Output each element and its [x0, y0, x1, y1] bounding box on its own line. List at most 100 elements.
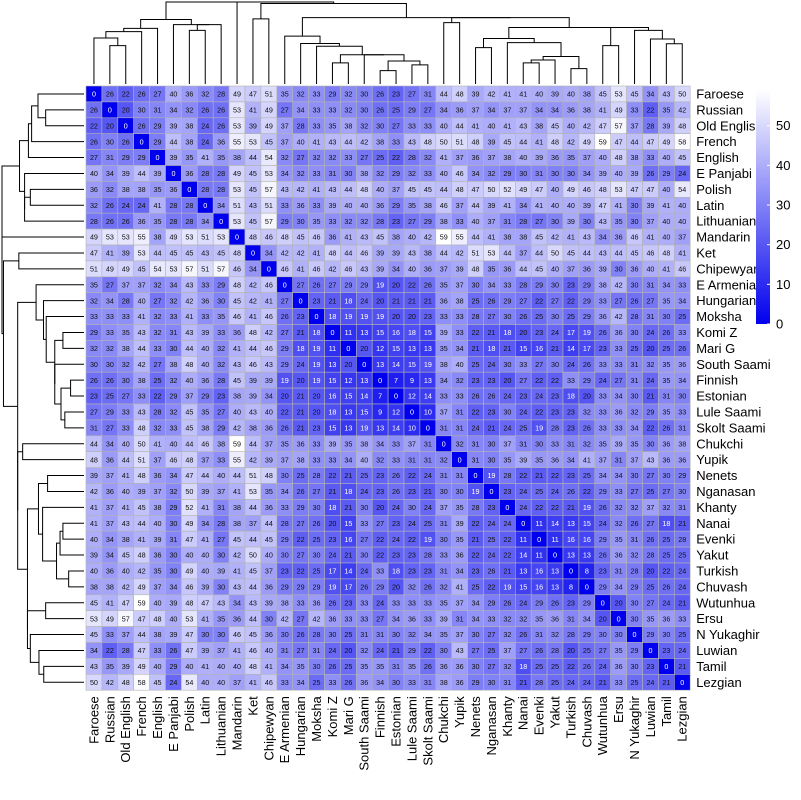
cell-value-label: 26 — [487, 392, 495, 401]
cell-value-label: 33 — [313, 105, 321, 114]
cell-value-label: 43 — [456, 646, 464, 655]
cell-value-label: 44 — [344, 137, 352, 146]
colorbar-tick-label: 50 — [776, 118, 790, 133]
cell-value-label: 21 — [487, 328, 495, 337]
cell-value-label: 37 — [154, 487, 162, 496]
cell-value-label: 42 — [249, 455, 257, 464]
cell-value-label: 41 — [646, 233, 654, 242]
cell-value-label: 32 — [503, 630, 511, 639]
cell-value-label: 46 — [265, 312, 273, 321]
cell-value-label: 20 — [583, 392, 591, 401]
cell-value-label: 49 — [233, 90, 241, 99]
cell-value-label: 32 — [631, 408, 639, 417]
cell-value-label: 19 — [424, 535, 432, 544]
cell-value-label: 28 — [408, 153, 416, 162]
cell-value-label: 35 — [440, 280, 448, 289]
cell-value-label: 38 — [249, 423, 257, 432]
cell-value-label: 31 — [440, 567, 448, 576]
cell-value-label: 0 — [362, 360, 366, 369]
cell-value-label: 36 — [265, 582, 273, 591]
cell-value-label: 27 — [297, 153, 305, 162]
cell-value-label: 39 — [201, 582, 209, 591]
cell-value-label: 26 — [138, 90, 146, 99]
cell-value-label: 22 — [408, 471, 416, 480]
cell-value-label: 36 — [185, 90, 193, 99]
cell-value-label: 30 — [106, 360, 114, 369]
cell-value-label: 42 — [122, 582, 130, 591]
cell-value-label: 35 — [615, 646, 623, 655]
cell-value-label: 44 — [344, 185, 352, 194]
cell-value-label: 28 — [646, 551, 654, 560]
cell-value-label: 30 — [551, 280, 559, 289]
cell-value-label: 44 — [249, 439, 257, 448]
cell-value-label: 25 — [154, 376, 162, 385]
cell-value-label: 27 — [90, 408, 98, 417]
cell-value-label: 37 — [281, 121, 289, 130]
cell-value-label: 38 — [503, 153, 511, 162]
column-label: Turkish — [563, 696, 578, 738]
cell-value-label: 26 — [217, 105, 225, 114]
cell-value-label: 42 — [281, 249, 289, 258]
cell-value-label: 35 — [281, 90, 289, 99]
cell-value-label: 45 — [551, 121, 559, 130]
row-label: French — [696, 134, 736, 149]
cell-value-label: 36 — [106, 487, 114, 496]
cell-value-label: 19 — [503, 582, 511, 591]
column-label: Lezgian — [675, 696, 690, 742]
row-dendrogram-branch — [26, 610, 46, 649]
cell-value-label: 50 — [551, 249, 559, 258]
row-label: English — [696, 150, 739, 165]
cell-value-label: 39 — [169, 121, 177, 130]
cell-value-label: 39 — [376, 249, 384, 258]
cell-value-label: 34 — [519, 201, 527, 210]
cell-value-label: 33 — [615, 487, 623, 496]
cell-value-label: 26 — [138, 121, 146, 130]
cell-value-label: 31 — [631, 535, 639, 544]
cell-value-label: 38 — [169, 360, 177, 369]
cell-value-label: 26 — [583, 662, 591, 671]
cell-value-label: 28 — [185, 201, 193, 210]
cell-value-label: 25 — [297, 471, 305, 480]
cell-value-label: 32 — [106, 185, 114, 194]
cell-value-label: 47 — [535, 185, 543, 194]
cell-value-label: 0 — [442, 439, 446, 448]
cell-value-label: 36 — [233, 614, 241, 623]
cell-value-label: 34 — [646, 90, 654, 99]
cell-value-label: 46 — [185, 582, 193, 591]
cell-value-label: 53 — [615, 90, 623, 99]
cell-value-label: 25 — [344, 630, 352, 639]
cell-value-label: 26 — [90, 376, 98, 385]
row-dendrogram-branch — [38, 649, 84, 675]
column-label: E Panjabi — [166, 696, 181, 752]
cell-value-label: 28 — [376, 217, 384, 226]
cell-value-label: 44 — [249, 344, 257, 353]
column-dendrogram-branch — [451, 17, 570, 28]
cell-value-label: 35 — [313, 217, 321, 226]
cell-value-label: 41 — [154, 201, 162, 210]
cell-value-label: 25 — [487, 646, 495, 655]
cell-value-label: 19 — [281, 376, 289, 385]
column-dendrogram-branch — [649, 38, 675, 84]
cell-value-label: 28 — [631, 567, 639, 576]
cell-value-label: 40 — [265, 551, 273, 560]
cell-value-label: 18 — [662, 519, 670, 528]
cell-value-label: 45 — [249, 567, 257, 576]
cell-value-label: 46 — [631, 233, 639, 242]
cell-value-label: 21 — [662, 678, 670, 687]
cell-value-label: 42 — [233, 551, 241, 560]
cell-value-label: 26 — [344, 678, 352, 687]
cell-value-label: 37 — [456, 598, 464, 607]
cell-value-label: 20 — [344, 646, 352, 655]
cell-value-label: 37 — [138, 280, 146, 289]
cell-value-label: 39 — [169, 598, 177, 607]
cell-value-label: 29 — [503, 296, 511, 305]
cell-value-label: 34 — [201, 217, 209, 226]
cell-value-label: 45 — [599, 90, 607, 99]
cell-value-label: 49 — [265, 105, 273, 114]
cell-value-label: 22 — [583, 487, 591, 496]
cell-value-label: 25 — [313, 535, 321, 544]
cell-value-label: 13 — [360, 376, 368, 385]
cell-value-label: 29 — [678, 471, 686, 480]
cell-value-label: 25 — [583, 646, 591, 655]
cell-value-label: 33 — [424, 598, 432, 607]
